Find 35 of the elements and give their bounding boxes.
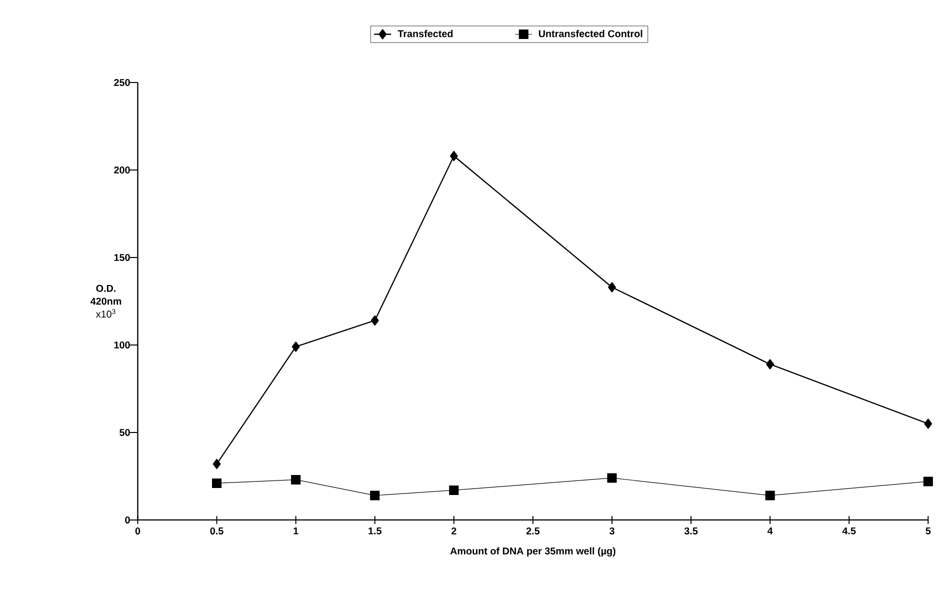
point	[212, 478, 222, 488]
y-axis-title: O.D. 420nm x10$^{3}$	[90, 285, 122, 318]
y-tick-label: 0	[125, 516, 130, 524]
point	[608, 282, 616, 293]
x-axis-title: Amount of DNA per 35mm well (µg)	[450, 547, 616, 557]
y-tick-label: 100	[114, 342, 130, 349]
point	[450, 151, 458, 162]
point	[607, 473, 617, 483]
x-tick-label: 0	[135, 528, 140, 535]
point	[766, 359, 774, 370]
y-tick-label: 200	[114, 166, 130, 174]
x-tick-label: 0.5	[210, 528, 224, 535]
point	[449, 486, 459, 496]
point	[765, 490, 775, 500]
x-tick-label: 3	[609, 528, 614, 535]
legend-label: Untransfected Control	[538, 30, 642, 38]
y-tick-label: 250	[114, 79, 130, 86]
x-tick-label: 1.5	[368, 528, 382, 535]
x-tick-label: 1	[294, 528, 298, 534]
point	[291, 475, 301, 485]
point	[923, 476, 933, 486]
legend-label: Transfected	[398, 30, 453, 38]
x-tick-label: 2.5	[526, 528, 540, 535]
x-tick-label: 5	[926, 528, 931, 535]
point	[292, 342, 300, 352]
point	[212, 459, 221, 470]
point	[370, 490, 380, 500]
x-tick-label: 3.5	[684, 528, 698, 535]
x-tick-label: 2	[451, 528, 456, 535]
point	[370, 316, 379, 326]
point	[924, 418, 932, 430]
y-tick-label: 50	[120, 429, 130, 436]
y-tick-label: 150	[114, 254, 130, 262]
x-tick-label: 4	[767, 528, 773, 534]
x-tick-label: 4.5	[842, 528, 856, 535]
